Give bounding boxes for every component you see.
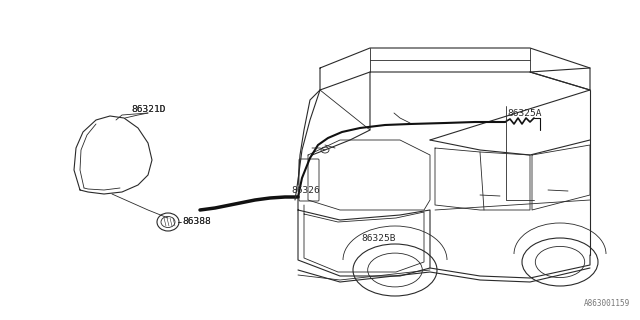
Text: 86388: 86388 — [182, 218, 211, 227]
Text: A863001159: A863001159 — [584, 299, 630, 308]
Text: 86321D: 86321D — [131, 106, 166, 115]
Text: 86326: 86326 — [291, 186, 320, 195]
Text: 86325B: 86325B — [362, 234, 396, 243]
Text: 86321D: 86321D — [131, 106, 166, 115]
Text: 86388: 86388 — [182, 218, 211, 227]
Text: 86325A: 86325A — [508, 109, 542, 118]
